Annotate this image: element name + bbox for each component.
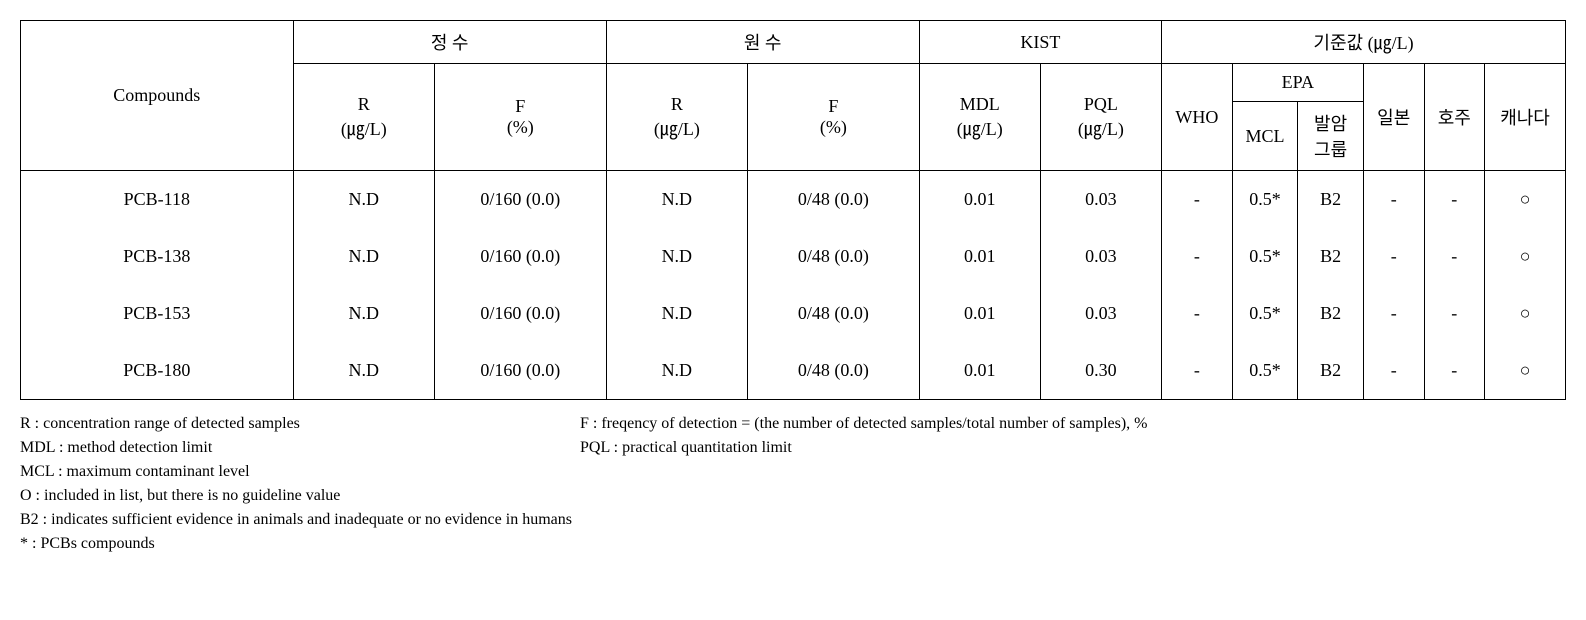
footnote-pql: PQL : practical quantitation limit: [580, 436, 1566, 460]
table-cell: 0.5*: [1232, 342, 1298, 400]
table-cell: 0/160 (0.0): [434, 171, 606, 229]
table-cell: 0.01: [919, 342, 1040, 400]
table-cell: 0.30: [1040, 342, 1161, 400]
table-body: PCB-118N.D0/160 (0.0)N.D0/48 (0.0)0.010.…: [21, 171, 1566, 400]
table-cell: -: [1424, 342, 1485, 400]
col-header-f1: F (%): [434, 64, 606, 171]
table-cell: -: [1424, 228, 1485, 285]
col-header-r2: R (㎍/L): [606, 64, 747, 171]
table-cell: N.D: [606, 342, 747, 400]
table-cell: -: [1424, 171, 1485, 229]
footnotes: R : concentration range of detected samp…: [20, 412, 1566, 556]
table-row: PCB-118N.D0/160 (0.0)N.D0/48 (0.0)0.010.…: [21, 171, 1566, 229]
table-row: PCB-153N.D0/160 (0.0)N.D0/48 (0.0)0.010.…: [21, 285, 1566, 342]
col-header-australia: 호주: [1424, 64, 1485, 171]
table-cell: PCB-118: [21, 171, 294, 229]
col-header-compounds: Compounds: [21, 21, 294, 171]
footnote-r: R : concentration range of detected samp…: [20, 412, 580, 436]
table-cell: -: [1363, 228, 1424, 285]
table-cell: 0/48 (0.0): [748, 228, 920, 285]
col-group-treated: 정 수: [293, 21, 606, 64]
table-cell: N.D: [293, 171, 434, 229]
table-cell: -: [1162, 171, 1233, 229]
table-cell: 0.03: [1040, 228, 1161, 285]
col-group-kist: KIST: [919, 21, 1161, 64]
table-cell: -: [1162, 342, 1233, 400]
col-header-mdl: MDL (㎍/L): [919, 64, 1040, 171]
table-cell: N.D: [606, 285, 747, 342]
col-header-r1: R (㎍/L): [293, 64, 434, 171]
table-cell: 0/48 (0.0): [748, 171, 920, 229]
table-cell: N.D: [293, 228, 434, 285]
col-header-who: WHO: [1162, 64, 1233, 171]
table-cell: 0/160 (0.0): [434, 342, 606, 400]
table-cell: 0.5*: [1232, 171, 1298, 229]
table-cell: PCB-138: [21, 228, 294, 285]
col-header-carcinogen: 발암 그룹: [1298, 102, 1364, 171]
table-cell: 0.01: [919, 285, 1040, 342]
table-cell: -: [1162, 228, 1233, 285]
col-group-raw: 원 수: [606, 21, 919, 64]
table-cell: N.D: [293, 285, 434, 342]
table-cell: -: [1424, 285, 1485, 342]
footnote-star: * : PCBs compounds: [20, 532, 1566, 556]
table-cell: PCB-180: [21, 342, 294, 400]
table-cell: 0.5*: [1232, 228, 1298, 285]
footnote-b2: B2 : indicates sufficient evidence in an…: [20, 508, 1566, 532]
table-cell: N.D: [606, 171, 747, 229]
col-header-f2: F (%): [748, 64, 920, 171]
table-cell: 0.03: [1040, 285, 1161, 342]
table-cell: 0/48 (0.0): [748, 342, 920, 400]
table-cell: B2: [1298, 285, 1364, 342]
footnote-mdl: MDL : method detection limit: [20, 436, 580, 460]
table-cell: B2: [1298, 171, 1364, 229]
table-cell: 0.01: [919, 171, 1040, 229]
table-cell: 0.5*: [1232, 285, 1298, 342]
table-cell: 0/160 (0.0): [434, 285, 606, 342]
table-cell: 0/160 (0.0): [434, 228, 606, 285]
table-cell: ○: [1485, 228, 1566, 285]
table-cell: -: [1363, 285, 1424, 342]
table-cell: PCB-153: [21, 285, 294, 342]
table-cell: 0/48 (0.0): [748, 285, 920, 342]
table-cell: B2: [1298, 342, 1364, 400]
table-cell: -: [1363, 342, 1424, 400]
table-cell: -: [1363, 171, 1424, 229]
table-row: PCB-138N.D0/160 (0.0)N.D0/48 (0.0)0.010.…: [21, 228, 1566, 285]
table-row: PCB-180N.D0/160 (0.0)N.D0/48 (0.0)0.010.…: [21, 342, 1566, 400]
table-cell: 0.01: [919, 228, 1040, 285]
table-cell: N.D: [606, 228, 747, 285]
table-cell: ○: [1485, 171, 1566, 229]
col-header-pql: PQL (㎍/L): [1040, 64, 1161, 171]
col-header-mcl: MCL: [1232, 102, 1298, 171]
table-cell: -: [1162, 285, 1233, 342]
col-header-canada: 캐나다: [1485, 64, 1566, 171]
pcb-guideline-table: Compounds 정 수 원 수 KIST 기준값 (㎍/L) R (㎍/L)…: [20, 20, 1566, 400]
footnote-circle: O : included in list, but there is no gu…: [20, 484, 1566, 508]
col-header-epa: EPA: [1232, 64, 1363, 102]
table-cell: ○: [1485, 342, 1566, 400]
col-header-japan: 일본: [1363, 64, 1424, 171]
table-cell: N.D: [293, 342, 434, 400]
col-group-guideline: 기준값 (㎍/L): [1162, 21, 1566, 64]
table-cell: ○: [1485, 285, 1566, 342]
table-cell: 0.03: [1040, 171, 1161, 229]
footnote-f: F : freqency of detection = (the number …: [580, 412, 1566, 436]
table-cell: B2: [1298, 228, 1364, 285]
footnote-mcl: MCL : maximum contaminant level: [20, 460, 1566, 484]
